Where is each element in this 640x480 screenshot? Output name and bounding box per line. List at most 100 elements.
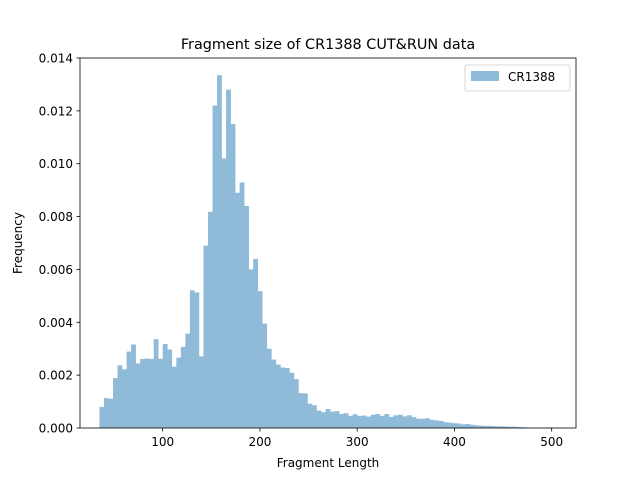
histogram-bar	[479, 425, 485, 428]
histogram-bar	[235, 192, 240, 428]
histogram-bar	[185, 333, 191, 428]
x-tick-label: 300	[346, 435, 369, 449]
histogram-bar	[420, 418, 426, 428]
histogram-bar	[506, 426, 512, 428]
histogram-bar	[266, 348, 272, 428]
histogram-bar	[140, 359, 145, 428]
histogram-bar	[207, 211, 213, 428]
histogram-bar	[144, 358, 150, 428]
histogram-bar	[357, 415, 363, 428]
histogram-bar	[117, 365, 123, 428]
histogram-bar	[167, 349, 173, 428]
plot-frame	[79, 57, 577, 429]
histogram-bar	[330, 411, 335, 428]
y-axis-label: Frequency	[11, 212, 25, 274]
histogram-bar	[456, 423, 462, 428]
histogram-bar	[325, 408, 331, 428]
histogram-bar	[212, 105, 218, 428]
histogram-bar	[397, 414, 403, 428]
histogram-bar	[312, 405, 317, 428]
x-tick-label: 400	[443, 435, 466, 449]
histogram-bar	[425, 418, 430, 428]
histogram-bar	[176, 357, 182, 428]
histogram-bar	[226, 89, 231, 429]
histogram-bar	[103, 398, 109, 428]
x-tick-label: 500	[540, 435, 563, 449]
histogram-bar	[497, 426, 503, 428]
histogram-bar	[406, 415, 412, 428]
histogram-bar	[348, 415, 353, 428]
histogram-bar	[438, 420, 444, 428]
y-tick-label: 0.006	[39, 263, 73, 277]
histogram-bar	[429, 419, 435, 428]
x-tick-label: 100	[151, 435, 174, 449]
histogram-bar	[447, 422, 453, 428]
y-tick-label: 0.010	[39, 157, 73, 171]
histogram-bar	[316, 410, 322, 428]
histogram-bar	[393, 415, 399, 428]
histogram-bar	[135, 363, 141, 428]
histogram-bar	[230, 124, 236, 428]
y-tick-label: 0.008	[39, 210, 73, 224]
histogram-bar	[515, 426, 521, 428]
histogram-bar	[510, 426, 516, 428]
y-axis-ticks: 0.000 0.002 0.004 0.006 0.008 0.010 0.012 0.014	[39, 52, 80, 436]
histogram-bar	[221, 158, 227, 428]
histogram-bar	[388, 416, 394, 428]
histogram-bar	[470, 424, 476, 428]
histogram-bar	[461, 424, 467, 428]
histogram-bar	[339, 413, 344, 428]
histogram-bar	[488, 425, 494, 428]
histogram-bar	[248, 269, 254, 428]
histogram-bar	[253, 258, 259, 428]
histogram-bars	[99, 75, 552, 429]
histogram-bar	[244, 206, 249, 428]
histogram-bar	[434, 420, 439, 428]
chart-title: Fragment size of CR1388 CUT&RUN data	[181, 37, 475, 53]
x-tick-label: 200	[248, 435, 271, 449]
y-tick-label: 0.012	[39, 104, 73, 118]
histogram-bar	[284, 368, 290, 428]
histogram-bar	[370, 414, 376, 428]
y-tick-label: 0.000	[39, 422, 73, 436]
histogram-bar	[321, 412, 326, 428]
histogram-bar	[443, 422, 448, 428]
histogram-bar	[198, 356, 204, 428]
histogram-bar	[280, 367, 286, 428]
histogram-bar	[289, 372, 295, 428]
histogram-bar	[239, 182, 245, 428]
x-axis-ticks: 100 200 300 400 500	[151, 428, 563, 449]
histogram-bar	[361, 415, 367, 428]
histogram-bar	[217, 75, 222, 429]
histogram-bar	[293, 379, 299, 428]
histogram-bar	[203, 245, 209, 428]
histogram-bar	[180, 346, 186, 428]
histogram-bar	[411, 417, 417, 428]
histogram-bar	[302, 393, 308, 428]
histogram-bar	[189, 290, 195, 428]
histogram-bar	[474, 425, 480, 428]
histogram-bar	[452, 423, 458, 428]
histogram-bar	[131, 344, 136, 428]
histogram-bar	[465, 424, 471, 428]
histogram-bar	[122, 369, 127, 428]
legend: CR1388	[464, 64, 571, 92]
histogram-bar	[483, 425, 489, 428]
histogram-bar	[194, 292, 200, 428]
histogram-bar	[501, 426, 507, 428]
y-tick-label: 0.002	[39, 369, 73, 383]
histogram-bar	[153, 339, 159, 428]
histogram-bar	[375, 413, 381, 428]
histogram-bar	[126, 351, 132, 428]
histogram-bar	[402, 416, 408, 428]
histogram-bar	[334, 411, 340, 428]
histogram-bar	[366, 416, 372, 428]
histogram-bar	[149, 359, 155, 428]
legend-swatch	[471, 71, 499, 81]
histogram-bar	[271, 359, 277, 428]
histogram-bar	[416, 418, 421, 428]
histogram-bar	[343, 413, 349, 428]
histogram-bar	[384, 413, 390, 428]
y-tick-label: 0.014	[39, 52, 73, 66]
